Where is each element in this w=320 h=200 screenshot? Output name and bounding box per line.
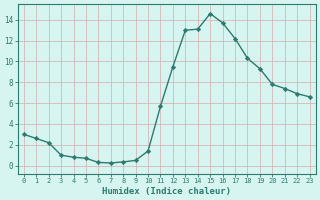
X-axis label: Humidex (Indice chaleur): Humidex (Indice chaleur)	[102, 187, 231, 196]
